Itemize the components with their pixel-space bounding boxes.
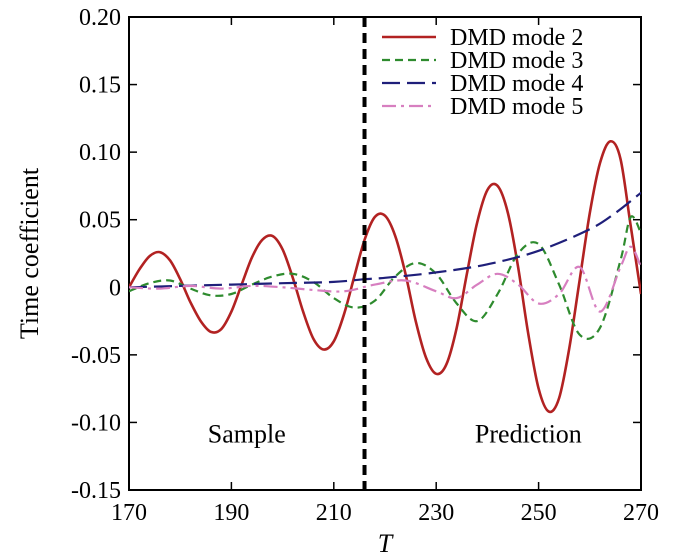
x-tick-label: 210: [316, 500, 352, 526]
legend-label-mode-2: DMD mode 2: [450, 25, 583, 51]
y-tick-label: 0: [109, 275, 121, 301]
annotations: Sample Prediction: [208, 420, 582, 449]
y-tick-label: 0.20: [79, 5, 121, 31]
x-axis: 170 190 210 230 250 270: [111, 17, 659, 526]
x-tick-label: 190: [213, 500, 249, 526]
legend-label-mode-3: DMD mode 3: [450, 48, 583, 74]
x-tick-label: 170: [111, 500, 147, 526]
y-axis: -0.15 -0.10 -0.05 0 0.05 0.10 0.15 0.20: [71, 5, 641, 504]
y-tick-label: -0.05: [71, 343, 121, 369]
legend-label-mode-4: DMD mode 4: [450, 71, 583, 97]
x-tick-label: 270: [623, 500, 659, 526]
y-axis-title: Time coefficient: [15, 167, 44, 339]
y-tick-label: 0.05: [79, 208, 121, 234]
x-axis-title: T: [378, 529, 394, 558]
x-tick-label: 230: [418, 500, 454, 526]
series-line-mode-2: [129, 139, 641, 414]
plot-frame: [128, 16, 642, 491]
y-tick-label: 0.10: [79, 140, 121, 166]
y-tick-label: -0.10: [71, 410, 121, 436]
y-tick-label: 0.15: [79, 73, 121, 99]
series-line-mode-3: [129, 215, 641, 340]
legend-label-mode-5: DMD mode 5: [450, 94, 583, 120]
series-group: [129, 139, 641, 414]
y-tick-label: -0.15: [71, 478, 121, 504]
series-line-mode-4: [129, 191, 641, 289]
x-tick-label: 250: [521, 500, 557, 526]
series-line-mode-5: [129, 245, 641, 313]
annotation-sample: Sample: [208, 420, 286, 449]
annotation-prediction: Prediction: [475, 420, 582, 449]
